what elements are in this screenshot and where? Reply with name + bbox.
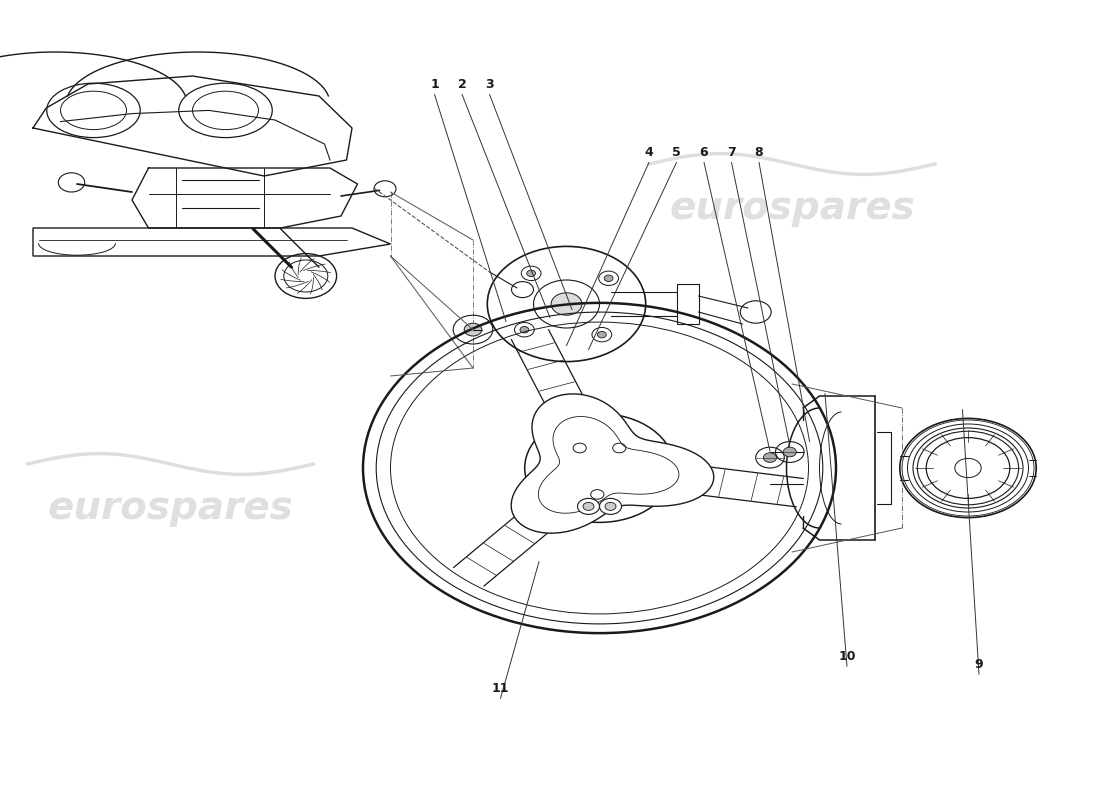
Text: eurospares: eurospares [669, 189, 915, 227]
Text: 9: 9 [975, 658, 983, 670]
Text: 3: 3 [485, 78, 494, 90]
Circle shape [955, 458, 981, 478]
Circle shape [583, 502, 594, 510]
Circle shape [597, 331, 606, 338]
Text: 2: 2 [458, 78, 466, 90]
Circle shape [578, 498, 600, 514]
Text: 10: 10 [838, 650, 856, 662]
Text: 4: 4 [645, 146, 653, 158]
Text: eurospares: eurospares [47, 489, 294, 527]
Text: 6: 6 [700, 146, 708, 158]
Text: 11: 11 [492, 682, 509, 694]
Circle shape [600, 498, 621, 514]
Circle shape [783, 447, 796, 457]
Text: 7: 7 [727, 146, 736, 158]
Circle shape [605, 502, 616, 510]
Polygon shape [538, 417, 679, 514]
Circle shape [551, 293, 582, 315]
Circle shape [604, 275, 613, 282]
Text: 5: 5 [672, 146, 681, 158]
Text: 8: 8 [755, 146, 763, 158]
Polygon shape [512, 394, 714, 533]
Circle shape [763, 453, 777, 462]
Circle shape [527, 270, 536, 277]
Circle shape [464, 323, 482, 336]
Text: 1: 1 [430, 78, 439, 90]
Circle shape [520, 326, 529, 333]
